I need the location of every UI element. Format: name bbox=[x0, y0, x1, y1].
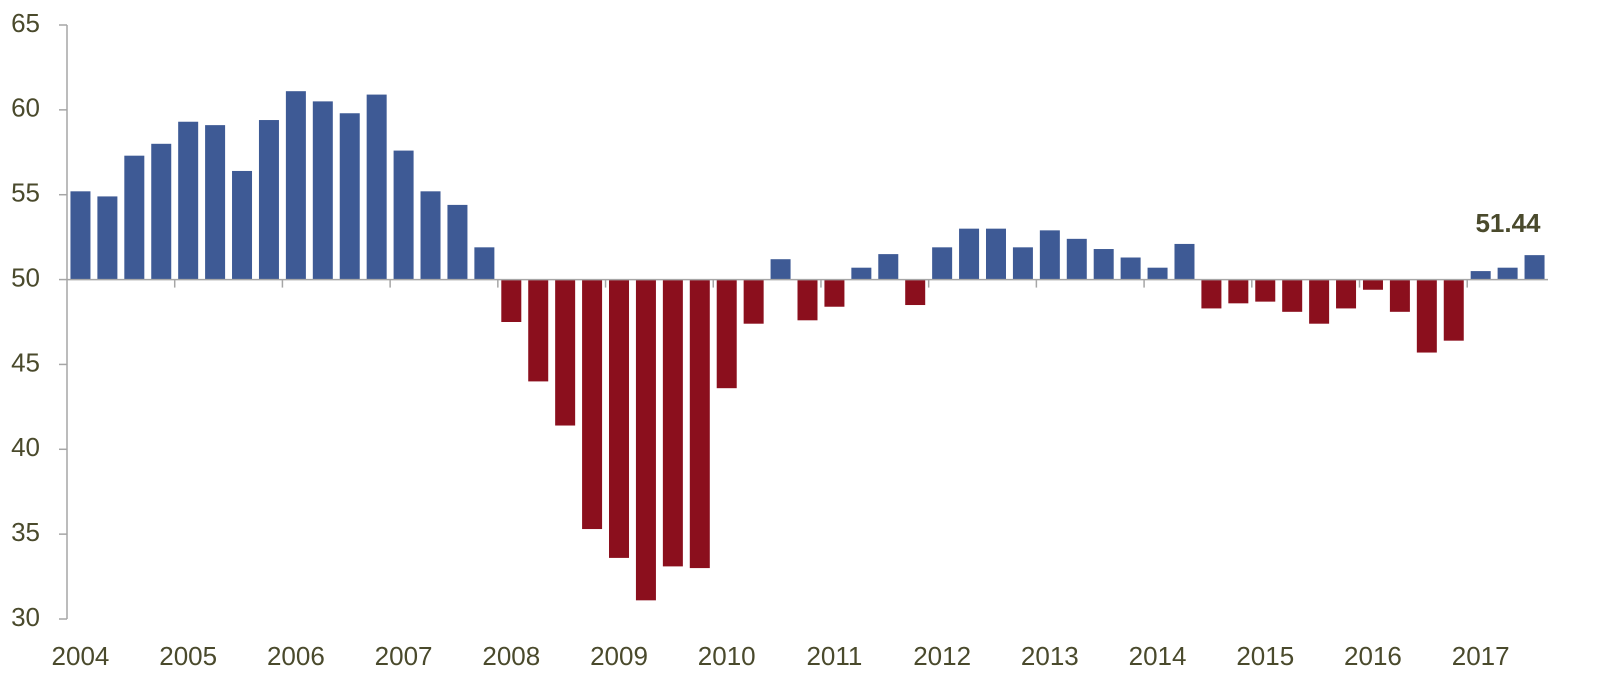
y-tick-label: 40 bbox=[11, 432, 40, 462]
bar bbox=[797, 279, 818, 321]
value-label: 51.44 bbox=[1475, 208, 1541, 238]
bar bbox=[1336, 279, 1357, 309]
bar bbox=[1416, 279, 1437, 353]
x-tick-label: 2005 bbox=[159, 641, 217, 671]
bar bbox=[1443, 279, 1464, 341]
bar bbox=[985, 228, 1006, 280]
bar bbox=[1524, 255, 1545, 280]
bar bbox=[528, 279, 549, 382]
bar bbox=[609, 279, 630, 558]
y-tick-label: 30 bbox=[11, 602, 40, 632]
bar bbox=[1201, 279, 1222, 309]
bar bbox=[635, 279, 656, 601]
bar bbox=[1012, 247, 1033, 280]
x-tick-label: 2010 bbox=[698, 641, 756, 671]
bar bbox=[1255, 279, 1276, 302]
bar bbox=[932, 247, 953, 280]
x-tick-label: 2007 bbox=[375, 641, 433, 671]
bar bbox=[501, 279, 522, 322]
bar bbox=[258, 120, 279, 280]
bar bbox=[1309, 279, 1330, 324]
bar bbox=[97, 196, 118, 280]
y-tick-label: 50 bbox=[11, 262, 40, 292]
bar bbox=[1282, 279, 1303, 312]
x-tick-label: 2006 bbox=[267, 641, 325, 671]
bar bbox=[716, 279, 737, 389]
bar bbox=[178, 121, 199, 280]
y-tick-label: 60 bbox=[11, 93, 40, 123]
bar bbox=[393, 150, 414, 280]
bar bbox=[1174, 243, 1195, 280]
bar bbox=[205, 125, 226, 280]
bar bbox=[285, 91, 306, 280]
bar bbox=[124, 155, 145, 280]
bar bbox=[851, 267, 872, 280]
x-tick-label: 2013 bbox=[1021, 641, 1079, 671]
y-tick-label: 45 bbox=[11, 347, 40, 377]
bar bbox=[770, 259, 791, 280]
bar bbox=[582, 279, 603, 530]
bar bbox=[1039, 230, 1060, 280]
x-tick-label: 2015 bbox=[1236, 641, 1294, 671]
bar bbox=[689, 279, 710, 569]
bar bbox=[1120, 257, 1141, 280]
x-tick-label: 2014 bbox=[1129, 641, 1187, 671]
bar bbox=[555, 279, 576, 426]
bar bbox=[232, 170, 253, 280]
y-tick-label: 35 bbox=[11, 517, 40, 547]
y-tick-label: 65 bbox=[11, 8, 40, 38]
bar bbox=[312, 101, 333, 280]
x-tick-label: 2017 bbox=[1452, 641, 1510, 671]
bar bbox=[662, 279, 683, 567]
bar bbox=[1093, 249, 1114, 280]
x-tick-label: 2016 bbox=[1344, 641, 1402, 671]
bar bbox=[366, 94, 387, 280]
bar bbox=[1497, 267, 1518, 280]
bar bbox=[1228, 279, 1249, 304]
bar bbox=[824, 279, 845, 307]
bar bbox=[70, 191, 91, 280]
bar bbox=[339, 113, 360, 280]
x-tick-label: 2009 bbox=[590, 641, 648, 671]
bar bbox=[474, 247, 495, 280]
bar bbox=[1362, 279, 1383, 290]
bar bbox=[447, 204, 468, 280]
y-tick-label: 55 bbox=[11, 178, 40, 208]
x-tick-label: 2012 bbox=[913, 641, 971, 671]
bar bbox=[1066, 238, 1087, 280]
bar bbox=[878, 254, 899, 280]
bar bbox=[1470, 271, 1491, 280]
bar bbox=[959, 228, 980, 280]
bar bbox=[1147, 267, 1168, 280]
x-tick-label: 2011 bbox=[806, 641, 862, 671]
x-tick-label: 2008 bbox=[482, 641, 540, 671]
bar bbox=[1389, 279, 1410, 312]
bar bbox=[905, 279, 926, 306]
x-tick-label: 2004 bbox=[52, 641, 110, 671]
bar bbox=[420, 191, 441, 280]
bar bbox=[151, 143, 172, 280]
bar bbox=[743, 279, 764, 324]
